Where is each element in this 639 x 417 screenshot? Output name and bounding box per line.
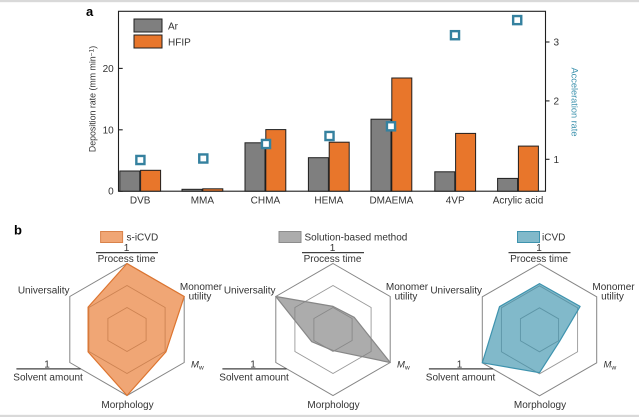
svg-text:HEMA: HEMA: [314, 196, 343, 207]
svg-text:1: 1: [250, 359, 256, 370]
svg-text:4VP: 4VP: [446, 196, 465, 207]
svg-text:Deposition rate (mm min−1): Deposition rate (mm min−1): [88, 46, 98, 152]
svg-text:Process time: Process time: [304, 254, 362, 265]
svg-text:Monomer: Monomer: [386, 282, 429, 293]
svg-text:20: 20: [103, 64, 115, 75]
svg-text:1: 1: [330, 243, 336, 254]
svg-text:utility: utility: [395, 292, 418, 303]
svg-text:Monomer: Monomer: [592, 282, 635, 293]
svg-text:b: b: [14, 223, 22, 238]
svg-text:Universality: Universality: [18, 286, 70, 297]
svg-text:1: 1: [457, 359, 463, 370]
svg-text:Acceleration rate: Acceleration rate: [570, 68, 580, 137]
svg-text:Universality: Universality: [224, 286, 276, 297]
svg-text:1: 1: [124, 243, 130, 254]
svg-text:3: 3: [554, 38, 560, 49]
svg-text:Morphology: Morphology: [307, 400, 359, 411]
svg-text:Morphology: Morphology: [101, 400, 153, 411]
svg-text:MMA: MMA: [191, 196, 215, 207]
svg-text:utility: utility: [601, 292, 624, 303]
svg-text:CHMA: CHMA: [251, 196, 281, 207]
svg-text:HFIP: HFIP: [168, 38, 191, 49]
svg-text:Process time: Process time: [510, 254, 568, 265]
svg-text:Acrylic acid: Acrylic acid: [493, 196, 544, 207]
svg-text:Solution-based method: Solution-based method: [305, 233, 408, 244]
svg-text:Solvent amount: Solvent amount: [426, 372, 496, 383]
svg-text:Morphology: Morphology: [514, 400, 566, 411]
svg-text:Mw: Mw: [397, 359, 410, 371]
svg-text:1: 1: [44, 359, 50, 370]
svg-text:Monomer: Monomer: [180, 282, 223, 293]
svg-text:10: 10: [103, 125, 115, 136]
svg-text:utility: utility: [189, 292, 212, 303]
svg-text:1: 1: [554, 155, 560, 166]
svg-text:Mw: Mw: [191, 359, 204, 371]
svg-text:Mw: Mw: [604, 359, 617, 371]
svg-text:iCVD: iCVD: [542, 233, 565, 244]
svg-text:2: 2: [554, 96, 560, 107]
svg-text:Solvent amount: Solvent amount: [13, 372, 83, 383]
svg-text:a: a: [86, 4, 94, 19]
svg-text:DMAEMA: DMAEMA: [369, 196, 413, 207]
svg-text:Process time: Process time: [98, 254, 156, 265]
svg-text:s-iCVD: s-iCVD: [127, 233, 159, 244]
svg-text:1: 1: [536, 243, 542, 254]
svg-text:Ar: Ar: [168, 22, 179, 33]
svg-text:0: 0: [108, 187, 114, 198]
svg-text:Universality: Universality: [430, 286, 482, 297]
svg-text:Solvent amount: Solvent amount: [219, 372, 289, 383]
svg-text:DVB: DVB: [130, 196, 151, 207]
